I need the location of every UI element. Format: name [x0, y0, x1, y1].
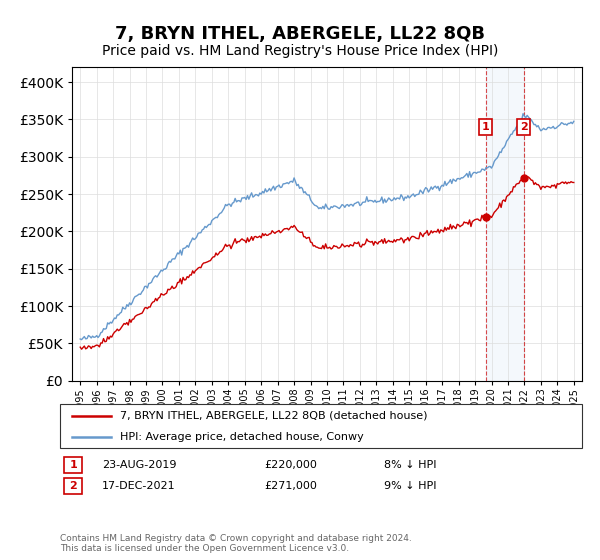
Text: 1: 1	[482, 122, 490, 132]
Bar	[486, 67, 524, 381]
Text: 23-AUG-2019: 23-AUG-2019	[102, 460, 176, 470]
Text: 8% ↓ HPI: 8% ↓ HPI	[384, 460, 437, 470]
Text: 7, BRYN ITHEL, ABERGELE, LL22 8QB (detached house): 7, BRYN ITHEL, ABERGELE, LL22 8QB (detac…	[120, 410, 427, 421]
Text: 2: 2	[70, 481, 77, 491]
Text: Contains HM Land Registry data © Crown copyright and database right 2024.
This d: Contains HM Land Registry data © Crown c…	[60, 534, 412, 553]
Text: Price paid vs. HM Land Registry's House Price Index (HPI): Price paid vs. HM Land Registry's House …	[102, 44, 498, 58]
Text: 1: 1	[70, 460, 77, 470]
Text: 2: 2	[520, 122, 527, 132]
Text: 7, BRYN ITHEL, ABERGELE, LL22 8QB: 7, BRYN ITHEL, ABERGELE, LL22 8QB	[115, 25, 485, 43]
Text: £220,000: £220,000	[264, 460, 317, 470]
Text: HPI: Average price, detached house, Conwy: HPI: Average price, detached house, Conw…	[120, 432, 364, 442]
Text: 9% ↓ HPI: 9% ↓ HPI	[384, 481, 437, 491]
Text: 17-DEC-2021: 17-DEC-2021	[102, 481, 176, 491]
Text: £271,000: £271,000	[264, 481, 317, 491]
